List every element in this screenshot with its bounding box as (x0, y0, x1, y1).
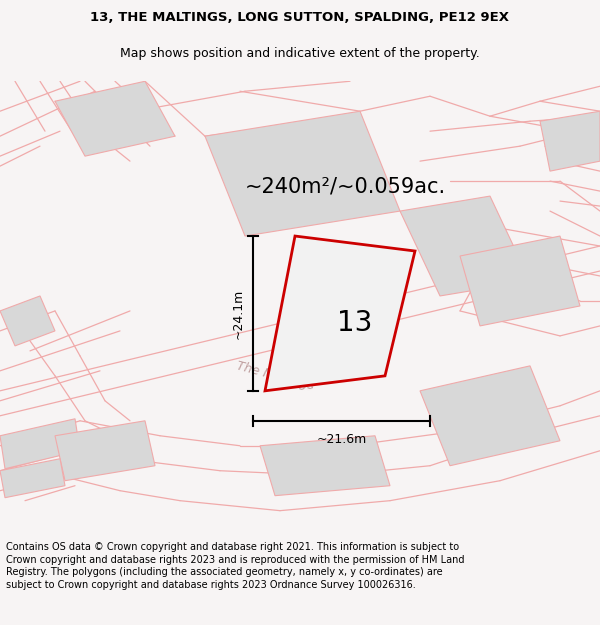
Polygon shape (400, 196, 530, 296)
Polygon shape (0, 296, 55, 346)
Polygon shape (265, 236, 415, 391)
Polygon shape (0, 419, 80, 469)
Text: The Maltings: The Maltings (235, 359, 316, 392)
Text: ~24.1m: ~24.1m (232, 288, 245, 339)
Polygon shape (540, 111, 600, 171)
Text: 13: 13 (337, 309, 373, 338)
Text: Contains OS data © Crown copyright and database right 2021. This information is : Contains OS data © Crown copyright and d… (6, 542, 464, 589)
Text: ~240m²/~0.059ac.: ~240m²/~0.059ac. (245, 176, 446, 196)
Polygon shape (460, 236, 580, 326)
Text: Map shows position and indicative extent of the property.: Map shows position and indicative extent… (120, 48, 480, 61)
Text: ~21.6m: ~21.6m (316, 432, 367, 446)
Polygon shape (420, 366, 560, 466)
Text: 13, THE MALTINGS, LONG SUTTON, SPALDING, PE12 9EX: 13, THE MALTINGS, LONG SUTTON, SPALDING,… (91, 11, 509, 24)
Polygon shape (0, 459, 65, 498)
Polygon shape (260, 436, 390, 496)
Polygon shape (55, 81, 175, 156)
Polygon shape (205, 111, 400, 236)
Polygon shape (55, 421, 155, 481)
